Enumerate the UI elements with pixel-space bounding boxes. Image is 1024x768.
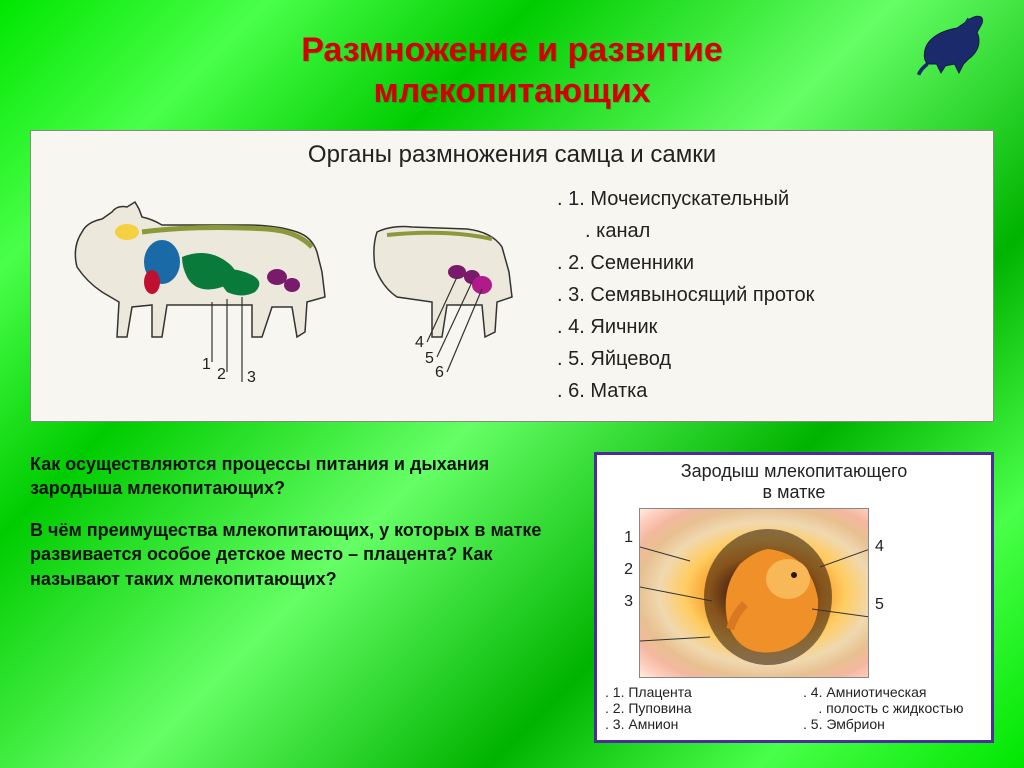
embryo-ln-3: 3 <box>605 586 633 618</box>
organs-panel-body: 1 2 3 4 5 6 1. Мочеиспускательный кана <box>47 177 977 407</box>
embryo-body: 1 2 3 <box>605 508 983 678</box>
organ-3: Семявыносящий проток <box>590 284 814 306</box>
leg-2: Пуповина <box>628 700 691 716</box>
embryo-image <box>639 508 869 678</box>
leg-4a: Амниотическая <box>826 684 926 700</box>
leg-1: Плацента <box>628 684 691 700</box>
embryo-title: Зародыш млекопитающего в матке <box>605 461 983 504</box>
embryo-legend-col1: 1. Плацента 2. Пуповина 3. Амнион <box>605 684 785 732</box>
title-line-1: Размножение и развитие <box>301 31 723 69</box>
svg-text:1: 1 <box>202 356 211 373</box>
embryo-title-l2: в матке <box>763 482 826 502</box>
organ-1a: Мочеиспускательный <box>590 188 789 210</box>
title-line-2: млекопитающих <box>373 72 650 110</box>
leg-3: Амнион <box>628 716 678 732</box>
embryo-title-l1: Зародыш млекопитающего <box>681 461 908 481</box>
embryo-legend: 1. Плацента 2. Пуповина 3. Амнион 4. Амн… <box>605 684 983 732</box>
svg-text:5: 5 <box>425 350 434 367</box>
embryo-ln-1: 1 <box>605 522 633 554</box>
svg-text:3: 3 <box>247 369 256 382</box>
svg-text:6: 6 <box>435 364 444 381</box>
svg-text:4: 4 <box>415 334 424 351</box>
organ-1b: канал <box>596 220 650 242</box>
embryo-rn-5: 5 <box>875 576 903 634</box>
organ-6: Матка <box>590 380 647 402</box>
embryo-rn-4: 4 <box>875 518 903 576</box>
question-2: В чём преимущества млекопитающих, у кото… <box>30 518 574 591</box>
bottom-row: Как осуществляются процессы питания и ды… <box>20 452 1004 743</box>
question-1: Как осуществляются процессы питания и ды… <box>30 452 574 501</box>
leg-5: Эмбрион <box>826 716 885 732</box>
organ-2: Семенники <box>590 252 694 274</box>
organs-panel-title: Органы размножения самца и самки <box>47 141 977 169</box>
dogs-diagram: 1 2 3 4 5 6 <box>47 177 547 382</box>
embryo-legend-col2: 4. Амниотическая полость с жидкостью 5. … <box>803 684 983 732</box>
organs-panel: Органы размножения самца и самки 1 2 <box>30 130 994 422</box>
embryo-right-nums: 4 5 <box>875 508 903 634</box>
embryo-ln-2: 2 <box>605 554 633 586</box>
organ-5: Яйцевод <box>590 348 671 370</box>
embryo-left-nums: 1 2 3 <box>605 508 633 618</box>
questions-block: Как осуществляются процессы питания и ды… <box>30 452 594 743</box>
organ-list: 1. Мочеиспускательный канал 2. Семенники… <box>547 177 977 407</box>
slide-title: Размножение и развитие млекопитающих <box>20 30 1004 112</box>
organ-4: Яичник <box>590 316 657 338</box>
svg-text:2: 2 <box>217 366 226 382</box>
embryo-card: Зародыш млекопитающего в матке 1 2 3 <box>594 452 994 743</box>
leg-4b: полость с жидкостью <box>826 700 963 716</box>
slide: Размножение и развитие млекопитающих Орг… <box>0 0 1024 768</box>
horse-icon <box>914 10 1004 80</box>
